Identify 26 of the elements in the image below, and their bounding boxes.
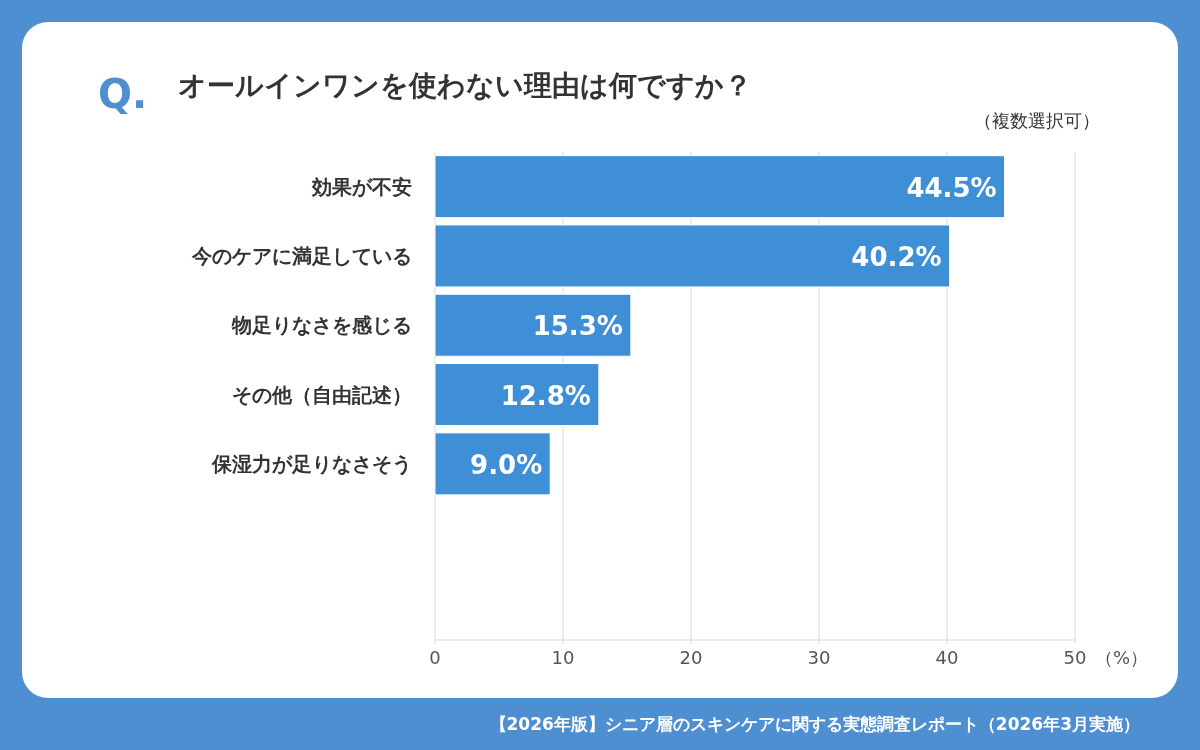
x-tick-label: 30 <box>807 647 831 668</box>
x-tick-label: 50 <box>1063 647 1087 668</box>
bar <box>434 155 1006 219</box>
bar <box>434 363 600 427</box>
y-tick-label: 効果が不安 <box>311 174 412 199</box>
data-label: 12.8% <box>500 380 591 411</box>
bar <box>434 293 632 357</box>
x-axis-title: （%） <box>1095 647 1149 668</box>
bar <box>434 224 951 288</box>
chart-title: オールインワンを使わない理由は何ですか？ <box>178 69 752 102</box>
data-label: 40.2% <box>851 241 942 272</box>
y-tick-label: 今のケアに満足している <box>191 243 412 268</box>
x-tick-label: 20 <box>679 647 703 668</box>
x-tick-label: 40 <box>935 647 959 668</box>
data-label: 9.0% <box>470 449 543 480</box>
x-tick-label: 10 <box>551 647 575 668</box>
chart-subtitle: （複数選択可） <box>974 110 1100 131</box>
bar <box>434 432 551 496</box>
y-tick-label: 物足りなさを感じる <box>231 313 412 338</box>
y-tick-label: その他（自由記述） <box>232 382 412 407</box>
x-tick-label: 0 <box>429 647 441 668</box>
data-label: 44.5% <box>906 172 997 203</box>
text: 【2026年版】シニア層のスキンケアに関する実態調査レポート（2026年3月実施） <box>489 714 1140 734</box>
data-label: 15.3% <box>532 311 623 342</box>
text: Q. <box>98 71 148 117</box>
y-tick-label: 保湿力が足りなさそう <box>211 451 412 476</box>
